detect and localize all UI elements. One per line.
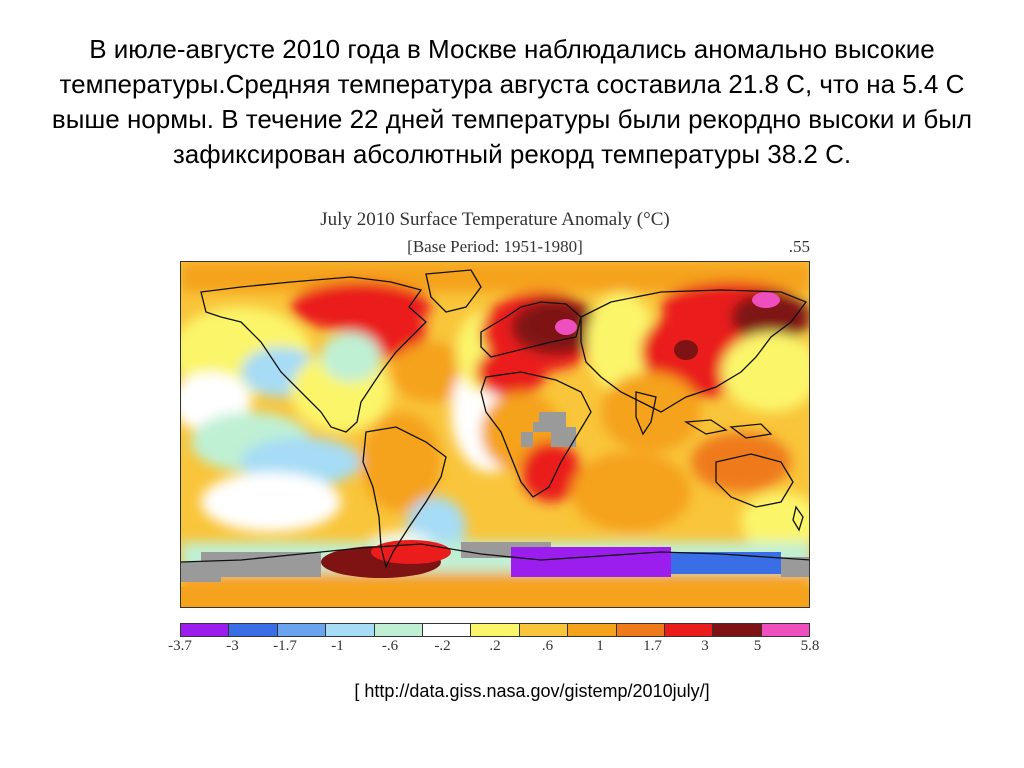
legend-swatch-5 <box>422 624 472 636</box>
missing-data-africa <box>521 412 576 447</box>
legend-tick-label: .6 <box>541 638 554 654</box>
legend-swatch-1 <box>229 624 278 636</box>
legend-tick-label: -.2 <box>434 638 451 654</box>
legend-tick-label: 5.8 <box>800 638 820 654</box>
legend-swatch-9 <box>616 624 665 636</box>
legend-tick-label: -1 <box>331 638 344 654</box>
global-mean-value: .55 <box>788 237 810 256</box>
legend-tick-label: 1 <box>596 638 604 654</box>
legend-tick-label: 1.7 <box>643 638 662 654</box>
legend-swatch-11 <box>713 624 762 636</box>
slide-text: В июле-августе 2010 года в Москве наблюд… <box>51 34 973 169</box>
world-map-svg <box>181 262 809 607</box>
legend-swatch-6 <box>471 624 520 636</box>
anomaly-field <box>181 262 809 607</box>
legend-swatch-7 <box>519 624 569 636</box>
legend-swatch-12 <box>761 624 810 636</box>
legend-tick-label: 5 <box>753 638 762 654</box>
coastlines <box>181 269 809 569</box>
legend-tick-label: 3 <box>701 638 709 654</box>
legend-swatch-8 <box>568 624 617 636</box>
color-legend <box>180 623 810 637</box>
antarctic-cold <box>511 547 671 577</box>
legend-swatch-3 <box>326 624 375 636</box>
legend-tick-label: -3.7 <box>168 638 192 654</box>
legend-tick-label: -.6 <box>381 638 399 654</box>
map-title: July 2010 Surface Temperature Anomaly (°… <box>320 209 670 230</box>
legend-swatch-2 <box>277 624 327 636</box>
legend-swatch-0 <box>181 624 230 636</box>
legend-tick-label: -3 <box>226 638 239 654</box>
source-link[interactable]: [ http://data.giss.nasa.gov/gistemp/2010… <box>354 681 710 701</box>
legend-tick-labels: -3.7 -3 -1.7 -1 -.6 -.2 .2 .6 1 1.7 3 5 5.8 <box>168 638 819 658</box>
legend-swatch-4 <box>374 624 423 636</box>
legend-swatch-10 <box>664 624 714 636</box>
legend-tick-label: -1.7 <box>273 638 297 654</box>
map-subtitle: [Base Period: 1951-1980] <box>407 237 583 256</box>
legend-tick-label: .2 <box>489 638 501 654</box>
temperature-anomaly-map <box>180 261 810 608</box>
